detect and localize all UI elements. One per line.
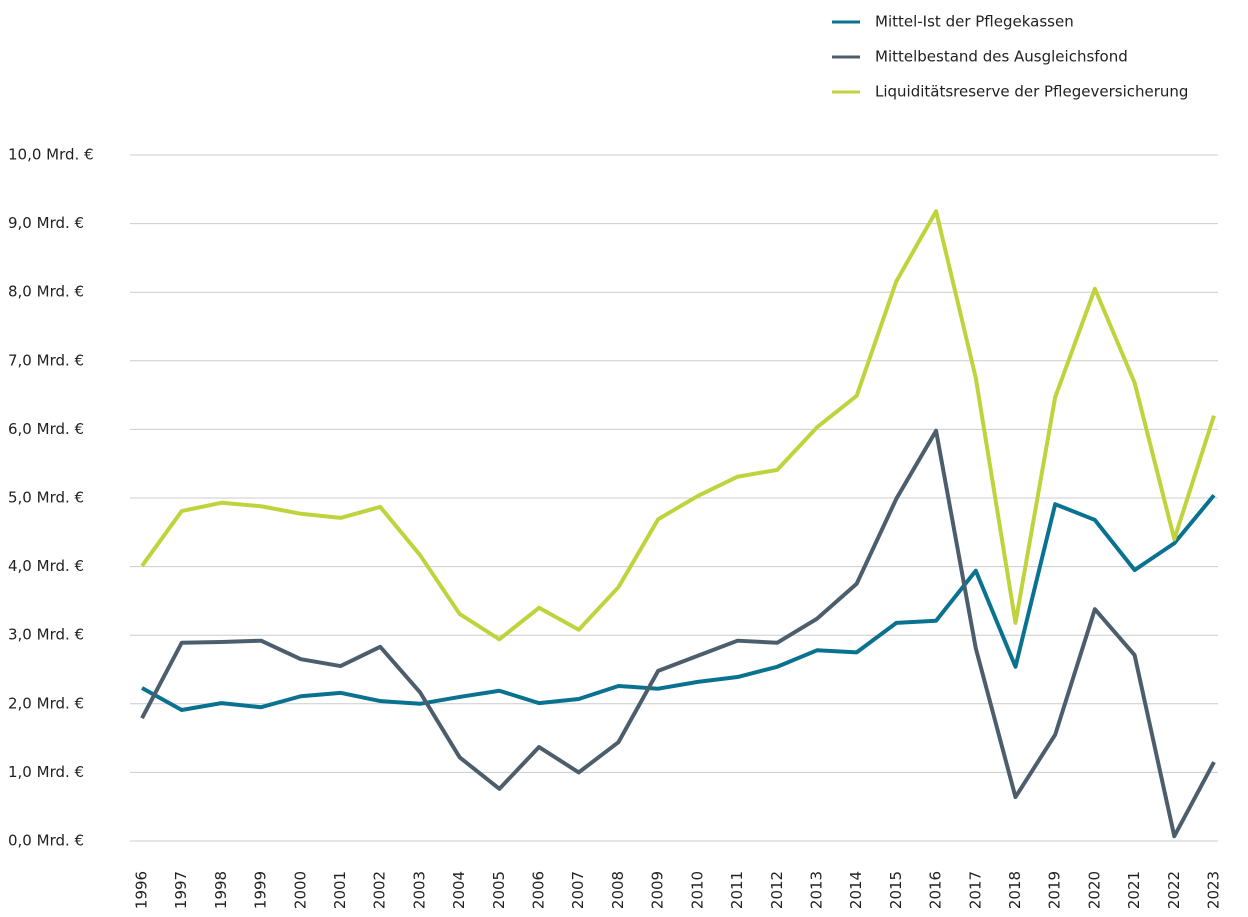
y-tick-label: 10,0 Mrd. € xyxy=(8,146,94,164)
y-tick-label: 5,0 Mrd. € xyxy=(8,489,84,507)
x-tick-label: 2005 xyxy=(490,871,508,909)
x-tick-label: 2022 xyxy=(1165,871,1183,909)
series-line xyxy=(141,493,1216,712)
y-tick-label: 4,0 Mrd. € xyxy=(8,557,84,575)
x-tick-label: 2013 xyxy=(807,871,825,909)
y-tick-label: 2,0 Mrd. € xyxy=(8,694,84,712)
x-tick-label: 2000 xyxy=(291,871,309,909)
x-tick-label: 2007 xyxy=(569,871,587,909)
x-tick-label: 2008 xyxy=(609,871,627,909)
x-tick-label: 2010 xyxy=(688,871,706,909)
x-tick-label: 1999 xyxy=(252,871,270,909)
y-tick-label: 6,0 Mrd. € xyxy=(8,420,84,438)
x-tick-label: 2015 xyxy=(887,871,905,909)
y-tick-label: 0,0 Mrd. € xyxy=(8,832,84,850)
legend-label: Mittelbestand des Ausgleichsfond xyxy=(875,48,1128,66)
x-tick-label: 2017 xyxy=(966,871,984,909)
legend-label: Mittel-Ist der Pflegekassen xyxy=(875,13,1074,31)
y-tick-label: 7,0 Mrd. € xyxy=(8,351,84,369)
x-tick-label: 2014 xyxy=(847,871,865,909)
x-tick-label: 2016 xyxy=(927,871,945,909)
y-tick-label: 3,0 Mrd. € xyxy=(8,626,84,644)
x-tick-label: 1998 xyxy=(212,871,230,909)
series-line xyxy=(140,209,1216,642)
y-tick-label: 8,0 Mrd. € xyxy=(8,283,84,301)
x-tick-label: 2023 xyxy=(1205,871,1223,909)
legend-label: Liquiditätsreserve der Pflegeversicherun… xyxy=(875,83,1188,101)
x-tick-label: 1996 xyxy=(133,871,151,909)
x-tick-label: 1997 xyxy=(172,871,190,909)
x-tick-label: 2004 xyxy=(450,871,468,909)
y-tick-label: 1,0 Mrd. € xyxy=(8,763,84,781)
x-tick-label: 2009 xyxy=(649,871,667,909)
x-tick-label: 2021 xyxy=(1125,871,1143,909)
x-tick-label: 2020 xyxy=(1085,871,1103,909)
series-line xyxy=(140,428,1216,839)
x-tick-label: 2006 xyxy=(530,871,548,909)
x-tick-label: 2002 xyxy=(371,871,389,909)
x-tick-label: 2018 xyxy=(1006,871,1024,909)
x-tick-label: 2019 xyxy=(1046,871,1064,909)
x-tick-label: 2012 xyxy=(768,871,786,909)
x-tick-label: 2011 xyxy=(728,871,746,909)
x-tick-label: 2001 xyxy=(331,871,349,909)
x-tick-label: 2003 xyxy=(410,871,428,909)
y-tick-label: 9,0 Mrd. € xyxy=(8,214,84,232)
